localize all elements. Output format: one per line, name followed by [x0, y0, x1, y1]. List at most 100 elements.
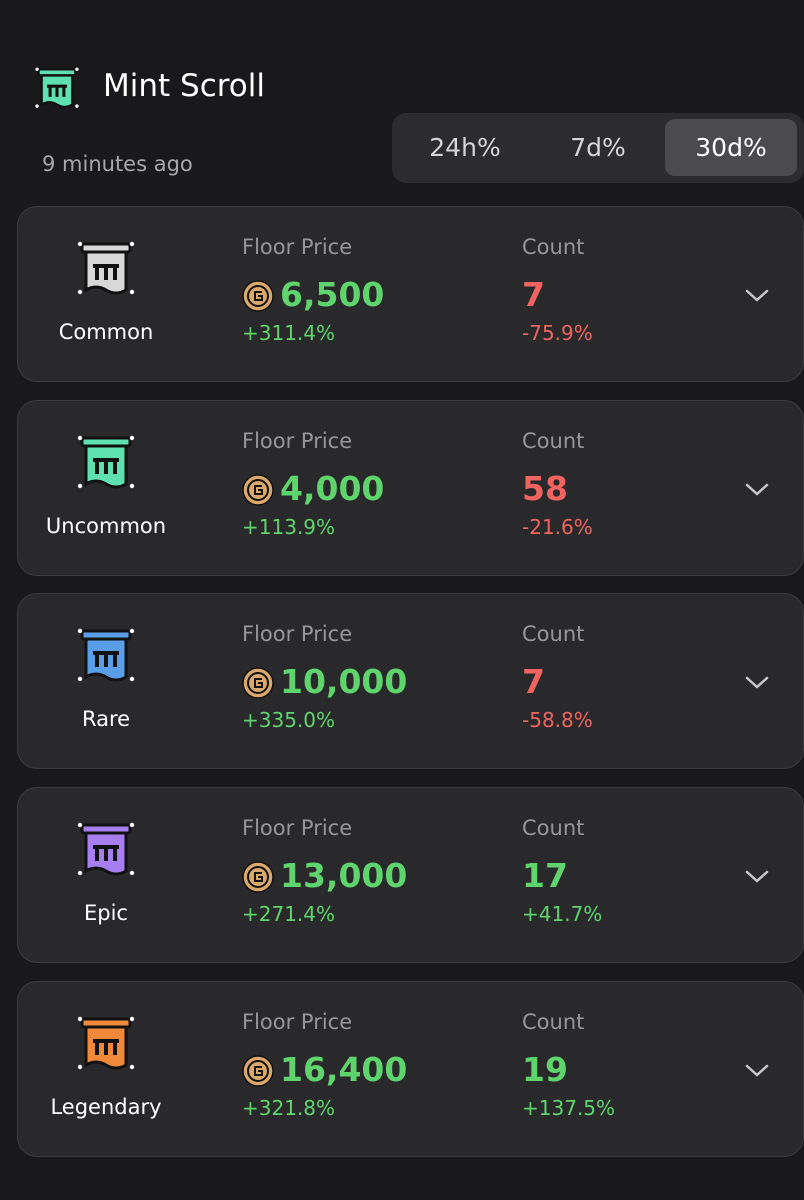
scroll-dot [77, 677, 83, 682]
header-icon [35, 67, 79, 109]
chevron [745, 483, 769, 496]
scroll-dot [77, 241, 83, 247]
coin-icon [242, 1055, 274, 1087]
scroll-dot [129, 483, 135, 488]
count: 19 [522, 1049, 568, 1089]
scroll-dot [129, 629, 135, 634]
coin-inner [247, 285, 269, 307]
count: 7 [522, 275, 545, 314]
scroll-dot [77, 629, 83, 634]
count: 7 [522, 662, 545, 702]
scroll-dot [129, 241, 135, 247]
coin-icon [242, 280, 274, 312]
scroll-dot [75, 67, 79, 71]
floor-price: 6,500 [280, 275, 385, 314]
count-change: +41.7% [522, 902, 603, 927]
scroll-dot [129, 435, 135, 440]
count-change: -21.6% [522, 514, 593, 539]
scroll-dot [129, 870, 135, 876]
coin-icon [242, 473, 274, 506]
scroll-dot [77, 435, 83, 440]
scroll-dot [129, 1016, 135, 1021]
coin-inner [247, 1059, 269, 1082]
rarity-icon [77, 1016, 135, 1070]
tab-bar: 24h% 7d% 30d% [392, 113, 804, 183]
count-change: +137.5% [522, 1095, 616, 1120]
scroll-dot [77, 870, 83, 876]
coin-icon [242, 861, 274, 893]
tab[interactable]: 7d% [570, 133, 626, 162]
scroll-glyph [93, 1038, 119, 1055]
chevron [745, 289, 769, 302]
count-change: -58.8% [522, 708, 593, 733]
rarity-icon [77, 241, 135, 295]
scroll-dot [77, 1016, 83, 1021]
expand-chevron[interactable] [744, 675, 770, 691]
floor-label: Floor Price [242, 1009, 353, 1034]
scroll-glyph [93, 845, 119, 862]
scroll-dot [77, 483, 83, 488]
scroll-dot [129, 1064, 135, 1069]
scroll-glyph [47, 84, 67, 97]
coin-icon [242, 667, 274, 700]
floor-label: Floor Price [242, 428, 353, 453]
rarity-card[interactable]: Rare Floor Price 10,000 +335.0% Count 7 -58.8% [17, 593, 804, 770]
count-label: Count [522, 622, 585, 647]
scroll-dot [129, 289, 135, 295]
chevron [745, 1064, 769, 1077]
count-label: Count [522, 428, 585, 453]
floor-change: +113.9% [242, 514, 336, 539]
floor-price: 10,000 [280, 662, 408, 702]
scroll-dot [35, 104, 39, 108]
floor-change: +271.4% [242, 902, 336, 927]
rarity-card[interactable]: Epic Floor Price 13,000 +271.4% Count 17 +41.7… [17, 787, 804, 964]
rarity-name: Legendary [50, 1094, 162, 1119]
rarity-card[interactable]: Legendary Floor Price 16,400 +321.8% Count 19… [17, 980, 804, 1157]
expand-chevron[interactable] [744, 288, 770, 304]
scroll-dot [75, 104, 79, 108]
expand-chevron[interactable] [744, 482, 770, 498]
scroll-dot [35, 67, 39, 71]
scroll-dot [129, 677, 135, 682]
count-label: Count [522, 235, 585, 259]
floor-label: Floor Price [242, 622, 353, 647]
tab[interactable]: 24h% [429, 133, 501, 162]
count-change: -75.9% [522, 321, 593, 345]
rarity-card[interactable]: Common Floor Price 6,500 +311.4% Count 7 -75.9… [17, 206, 804, 382]
floor-change: +311.4% [242, 321, 336, 345]
count-label: Count [522, 816, 585, 841]
floor-change: +335.0% [242, 708, 336, 733]
scroll-glyph [93, 264, 119, 280]
coin-inner [247, 866, 269, 889]
floor-price: 13,000 [280, 856, 408, 896]
updated-time: 9 minutes ago [42, 152, 193, 176]
floor-label: Floor Price [242, 816, 353, 841]
count: 58 [522, 468, 568, 508]
chevron [745, 677, 769, 690]
coin-inner [247, 478, 269, 501]
floor-price: 16,400 [280, 1049, 408, 1089]
scroll-glyph [93, 651, 119, 668]
rarity-name: Common [58, 320, 154, 344]
rarity-icon [77, 629, 135, 682]
floor-label: Floor Price [242, 235, 353, 259]
scroll-glyph [93, 457, 119, 474]
count: 17 [522, 856, 568, 896]
coin-glyph [254, 1065, 263, 1076]
rarity-icon [77, 822, 135, 876]
rarity-icon [77, 435, 135, 489]
rarity-name: Rare [81, 707, 131, 732]
coin-glyph [254, 291, 263, 301]
rarity-card[interactable]: Uncommon Floor Price 4,000 +113.9% Count 58 -2… [17, 399, 804, 576]
scroll-dot [129, 822, 135, 828]
rarity-name: Epic [84, 901, 128, 926]
chevron [745, 870, 769, 883]
coin-glyph [254, 872, 263, 883]
tab[interactable]: 30d% [665, 119, 797, 176]
floor-change: +321.8% [242, 1095, 336, 1120]
expand-chevron[interactable] [744, 869, 770, 885]
expand-chevron[interactable] [744, 1063, 770, 1079]
coin-glyph [254, 484, 263, 495]
scroll-dot [77, 289, 83, 295]
